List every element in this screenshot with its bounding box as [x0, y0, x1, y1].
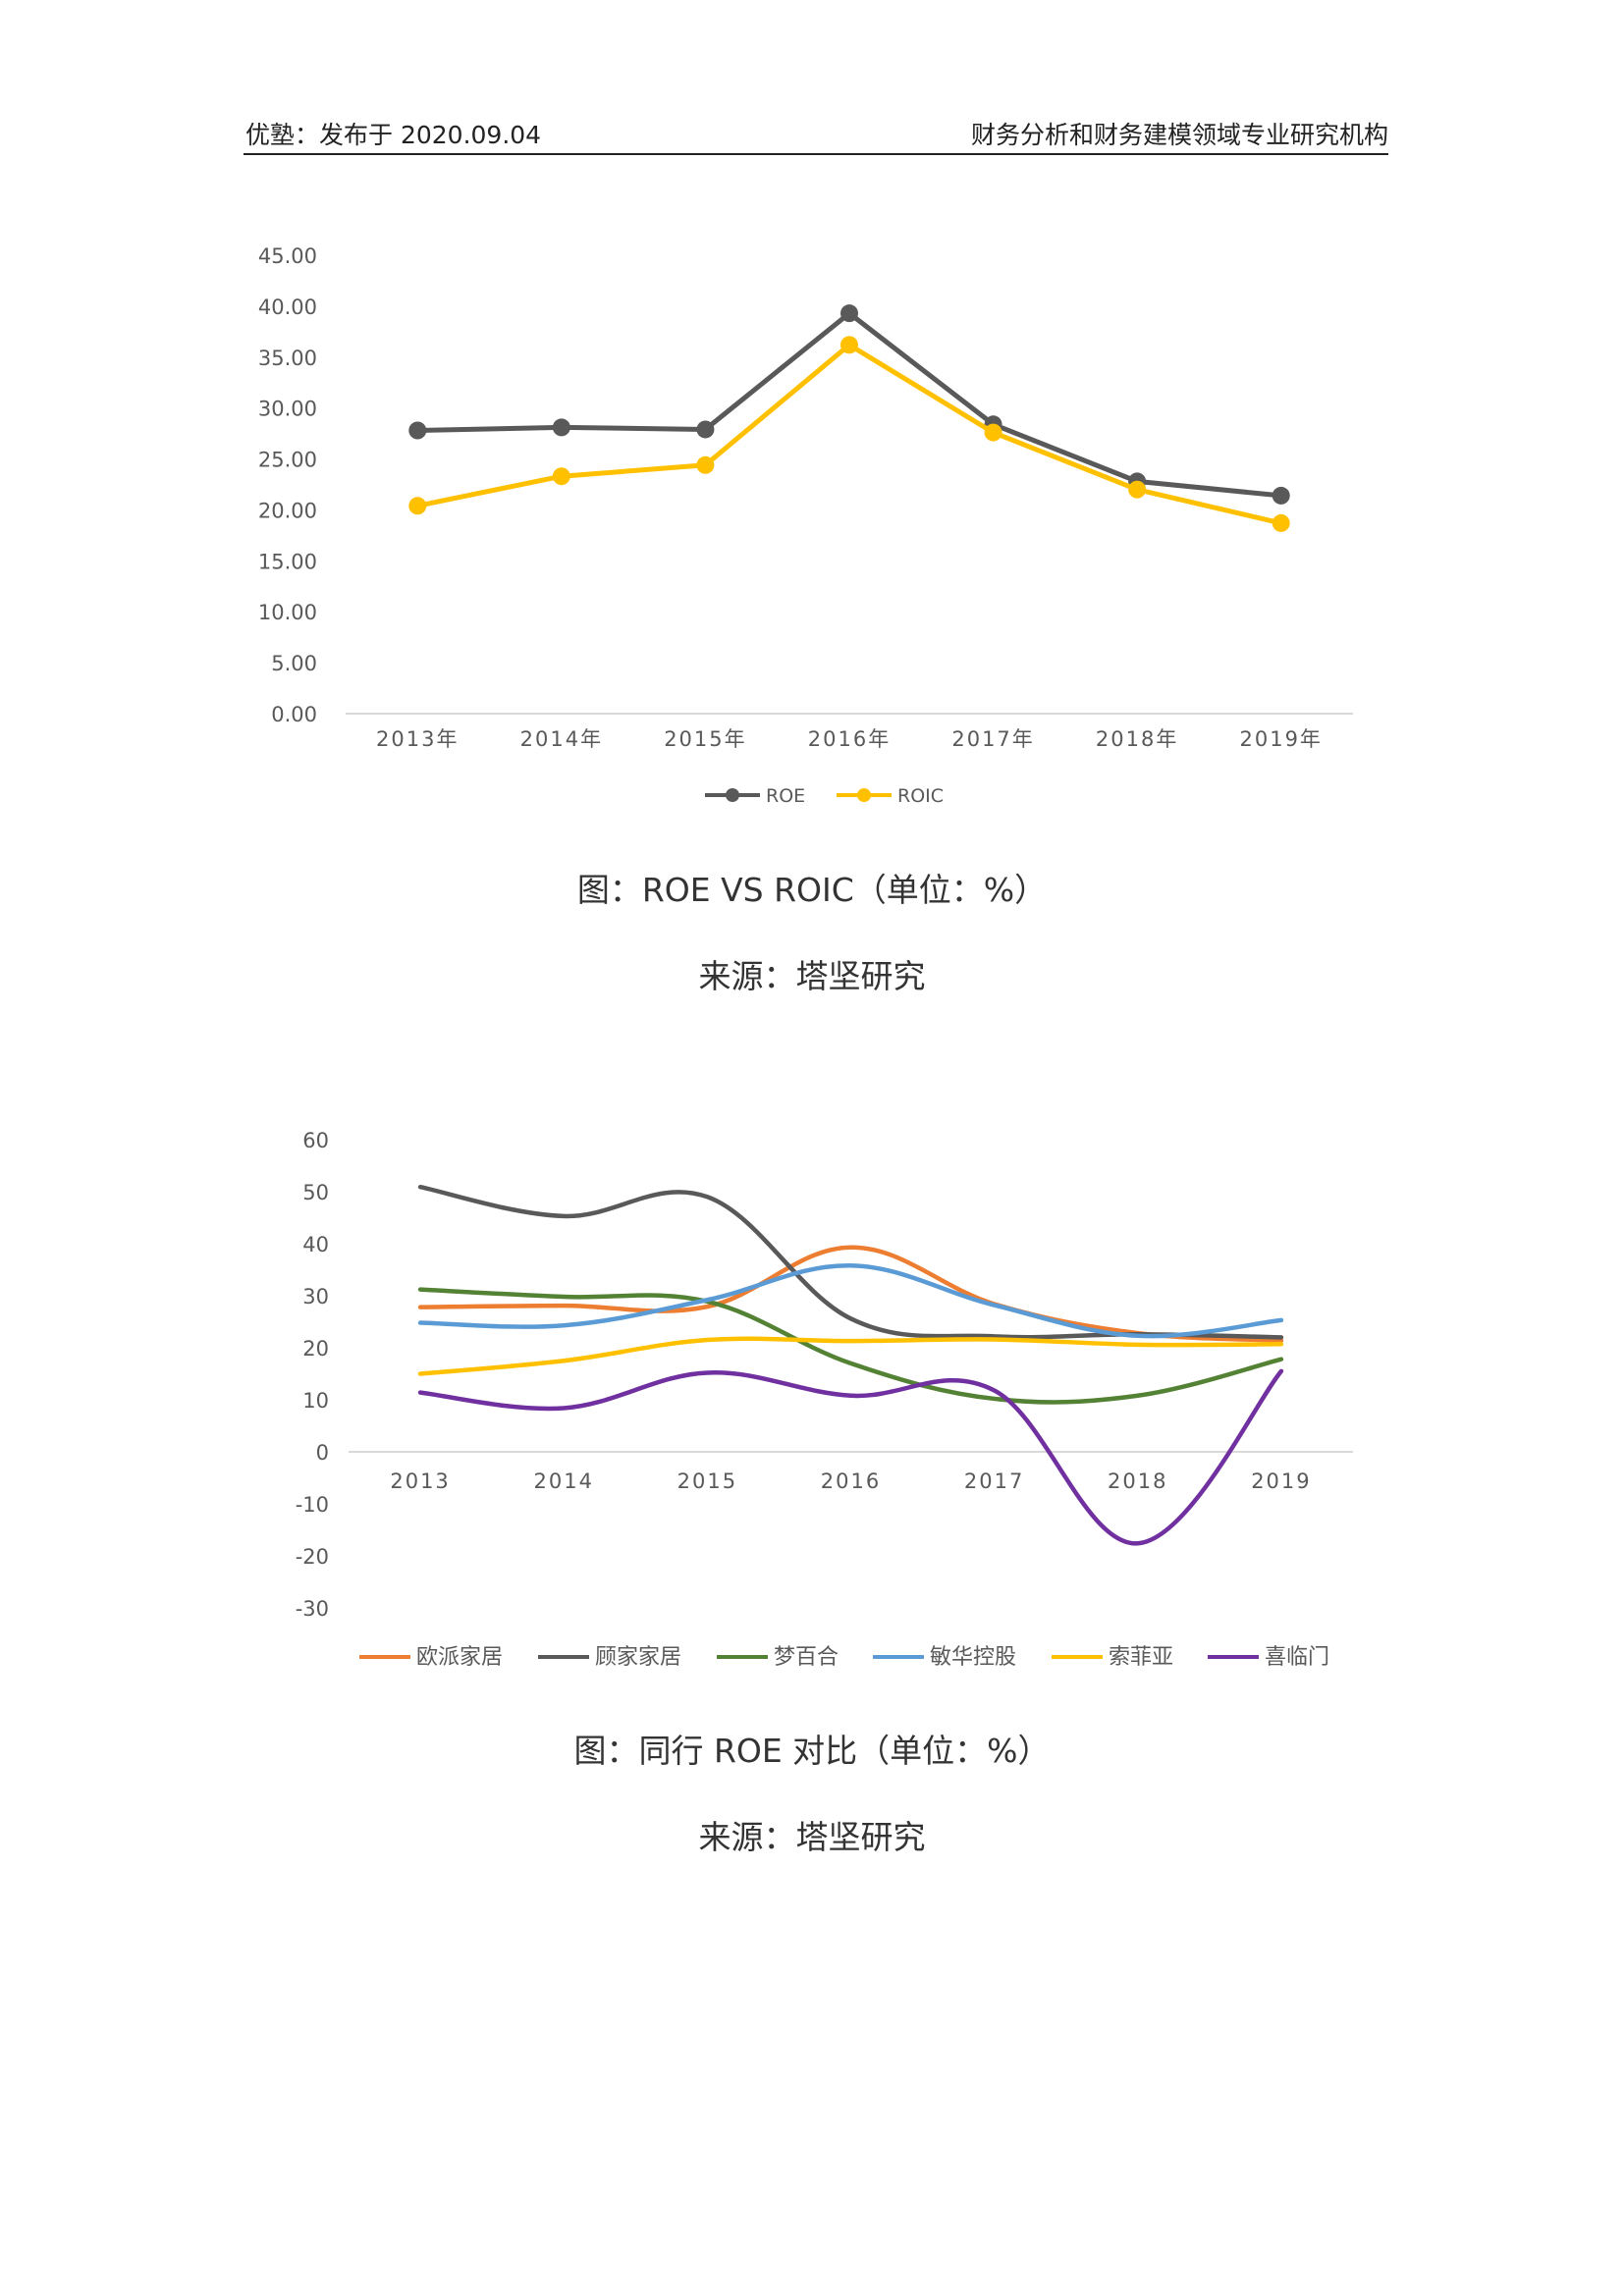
- series-line-6: [417, 1368, 1284, 1546]
- legend-item: 喜临门: [1208, 1645, 1329, 1670]
- x-tick-label: 2015年: [664, 727, 746, 751]
- x-tick-label: 2014年: [520, 727, 603, 751]
- legend-item: 索菲亚: [1052, 1645, 1173, 1670]
- y-tick-label: -20: [296, 1545, 329, 1569]
- x-tick-label: 2019年: [1239, 727, 1322, 751]
- y-tick-label: -30: [296, 1597, 329, 1621]
- series-line-3: [417, 1287, 1284, 1405]
- figure1-source: 来源：塔坚研究: [698, 957, 926, 995]
- data-point: [984, 423, 1002, 442]
- x-tick-label: 2013年: [376, 727, 459, 751]
- legend-item: 敏华控股: [873, 1645, 1016, 1670]
- x-tick-label: 2017: [964, 1469, 1024, 1493]
- header-organization: 财务分析和财务建模领域专业研究机构: [970, 121, 1388, 149]
- x-tick-label: 2016: [821, 1469, 881, 1493]
- y-tick-label: 10.00: [258, 601, 317, 624]
- y-tick-label: 60: [302, 1129, 329, 1152]
- header-divider: [244, 153, 1388, 155]
- series-line-2: [414, 342, 1284, 526]
- x-tick-label: 2013: [390, 1469, 450, 1493]
- series-line-5: [417, 1336, 1284, 1376]
- legend-marker: [857, 788, 871, 802]
- x-tick-label: 2018: [1108, 1469, 1167, 1493]
- y-tick-label: -10: [296, 1493, 329, 1517]
- y-tick-label: 50: [302, 1181, 329, 1204]
- series-line-2: [417, 1184, 1284, 1340]
- legend-item: 欧派家居: [359, 1645, 503, 1670]
- data-point: [840, 304, 858, 323]
- legend-item: 梦百合: [717, 1645, 839, 1670]
- legend-label: 索菲亚: [1109, 1645, 1173, 1670]
- x-tick-label: 2019: [1251, 1469, 1311, 1493]
- y-tick-label: 15.00: [258, 550, 317, 573]
- figure1-caption: 图：ROE VS ROIC（单位：%）: [576, 871, 1048, 909]
- y-tick-label: 30: [302, 1285, 329, 1308]
- figure2-source: 来源：塔坚研究: [698, 1818, 926, 1856]
- legend-label: ROIC: [897, 785, 944, 807]
- figure2-caption: 图：同行 ROE 对比（单位：%）: [573, 1732, 1051, 1770]
- y-tick-label: 35.00: [258, 347, 317, 370]
- y-tick-label: 25.00: [258, 449, 317, 472]
- data-point: [1272, 486, 1290, 505]
- roe-vs-roic-chart: 0.00 5.00 10.00 15.00 20.00 25.00 30.00 35.00 40…: [258, 244, 1353, 807]
- x-tick-label: 2014: [533, 1469, 593, 1493]
- legend-item: ROIC: [837, 785, 944, 807]
- y-tick-label: 5.00: [271, 652, 317, 675]
- series-line-4: [417, 1263, 1284, 1339]
- data-point: [696, 455, 715, 474]
- y-tick-label: 30.00: [258, 398, 317, 421]
- x-tick-label: 2018年: [1096, 727, 1178, 751]
- legend-label: 欧派家居: [416, 1645, 503, 1670]
- y-tick-label: 20: [302, 1337, 329, 1361]
- peer-roe-chart: -30 -20 -10 0 10 20 30 40 50 60 2013 2014 2015 2016 20…: [296, 1129, 1353, 1670]
- legend-label: 敏华控股: [930, 1645, 1016, 1670]
- y-tick-label: 20.00: [258, 499, 317, 522]
- data-point: [552, 467, 570, 486]
- data-point: [408, 421, 427, 440]
- legend-marker: [726, 788, 739, 802]
- y-tick-label: 40.00: [258, 295, 317, 319]
- header-publish-date: 优塾：发布于 2020.09.04: [245, 121, 542, 149]
- data-point: [408, 497, 427, 515]
- data-point: [696, 420, 715, 439]
- legend-label: 梦百合: [774, 1645, 839, 1670]
- y-tick-label: 45.00: [258, 244, 317, 268]
- x-tick-label: 2017年: [951, 727, 1034, 751]
- legend-item: 顾家家居: [538, 1645, 681, 1670]
- data-point: [1128, 480, 1147, 499]
- data-point: [552, 418, 570, 437]
- legend-item: ROE: [705, 785, 805, 807]
- y-tick-label: 10: [302, 1389, 329, 1413]
- data-point: [1272, 513, 1290, 532]
- y-tick-label: 40: [302, 1233, 329, 1256]
- legend-label: 喜临门: [1265, 1645, 1329, 1670]
- y-tick-label: 0.00: [271, 703, 317, 726]
- legend-label: ROE: [766, 785, 805, 807]
- data-point: [840, 336, 858, 354]
- x-tick-label: 2016年: [808, 727, 891, 751]
- legend-label: 顾家家居: [595, 1645, 681, 1670]
- y-tick-label: 0: [316, 1441, 329, 1465]
- x-tick-label: 2015: [677, 1469, 737, 1493]
